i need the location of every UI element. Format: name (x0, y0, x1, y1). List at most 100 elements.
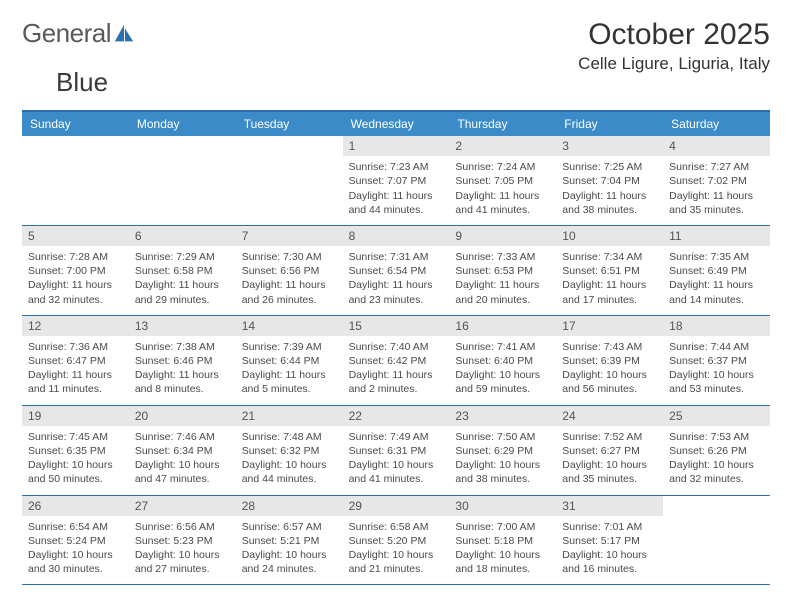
sunrise-line: Sunrise: 7:27 AM (669, 160, 764, 174)
day-header: Friday (556, 112, 663, 136)
day-cell: 26Sunrise: 6:54 AMSunset: 5:24 PMDayligh… (22, 496, 129, 585)
sunrise-line: Sunrise: 7:36 AM (28, 340, 123, 354)
daylight-line: Daylight: 11 hours and 17 minutes. (562, 278, 657, 306)
day-cell: 15Sunrise: 7:40 AMSunset: 6:42 PMDayligh… (343, 316, 450, 405)
week-row: 26Sunrise: 6:54 AMSunset: 5:24 PMDayligh… (22, 496, 770, 586)
sunrise-line: Sunrise: 6:58 AM (349, 520, 444, 534)
daylight-line: Daylight: 11 hours and 26 minutes. (242, 278, 337, 306)
daylight-line: Daylight: 10 hours and 50 minutes. (28, 458, 123, 486)
day-header: Saturday (663, 112, 770, 136)
sunset-line: Sunset: 6:53 PM (455, 264, 550, 278)
sunset-line: Sunset: 6:35 PM (28, 444, 123, 458)
sunset-line: Sunset: 6:39 PM (562, 354, 657, 368)
day-number: 14 (236, 316, 343, 336)
day-number: 12 (22, 316, 129, 336)
day-header: Monday (129, 112, 236, 136)
daylight-line: Daylight: 10 hours and 18 minutes. (455, 548, 550, 576)
daylight-line: Daylight: 11 hours and 35 minutes. (669, 189, 764, 217)
day-number: 2 (449, 136, 556, 156)
day-number: 1 (343, 136, 450, 156)
day-cell: 30Sunrise: 7:00 AMSunset: 5:18 PMDayligh… (449, 496, 556, 585)
sunrise-line: Sunrise: 7:40 AM (349, 340, 444, 354)
day-cell: 9Sunrise: 7:33 AMSunset: 6:53 PMDaylight… (449, 226, 556, 315)
day-cell: 25Sunrise: 7:53 AMSunset: 6:26 PMDayligh… (663, 406, 770, 495)
day-cell: 19Sunrise: 7:45 AMSunset: 6:35 PMDayligh… (22, 406, 129, 495)
daylight-line: Daylight: 11 hours and 11 minutes. (28, 368, 123, 396)
day-number: 13 (129, 316, 236, 336)
day-cell: 22Sunrise: 7:49 AMSunset: 6:31 PMDayligh… (343, 406, 450, 495)
sunset-line: Sunset: 7:02 PM (669, 174, 764, 188)
logo-text-b: Blue (56, 67, 770, 98)
daylight-line: Daylight: 10 hours and 35 minutes. (562, 458, 657, 486)
day-number: 10 (556, 226, 663, 246)
daylight-line: Daylight: 11 hours and 14 minutes. (669, 278, 764, 306)
day-cell: 12 Sunrise: 7:36 AMSunset: 6:47 PMDayligh… (22, 316, 129, 405)
sunrise-line: Sunrise: 7:50 AM (455, 430, 550, 444)
sunset-line: Sunset: 6:29 PM (455, 444, 550, 458)
week-row: 12Sunrise: 7:36 AMSunset: 6:47 PMDayligh… (22, 316, 770, 406)
day-number: 18 (663, 316, 770, 336)
day-header-row: Sunday Monday Tuesday Wednesday Thursday… (22, 112, 770, 136)
sunset-line: Sunset: 5:21 PM (242, 534, 337, 548)
day-cell: 16Sunrise: 7:41 AMSunset: 6:40 PMDayligh… (449, 316, 556, 405)
day-cell: 13Sunrise: 7:38 AMSunset: 6:46 PMDayligh… (129, 316, 236, 405)
day-number: 17 (556, 316, 663, 336)
day-number: 26 (22, 496, 129, 516)
day-number: 25 (663, 406, 770, 426)
sunset-line: Sunset: 6:42 PM (349, 354, 444, 368)
day-cell: 18Sunrise: 7:44 AMSunset: 6:37 PMDayligh… (663, 316, 770, 405)
day-number: 31 (556, 496, 663, 516)
day-number: 27 (129, 496, 236, 516)
day-header: Sunday (22, 112, 129, 136)
sunrise-line: Sunrise: 7:53 AM (669, 430, 764, 444)
sunset-line: Sunset: 5:17 PM (562, 534, 657, 548)
sunset-line: Sunset: 6:47 PM (28, 354, 123, 368)
sunset-line: Sunset: 6:54 PM (349, 264, 444, 278)
sunrise-line: Sunrise: 7:39 AM (242, 340, 337, 354)
daylight-line: Daylight: 11 hours and 5 minutes. (242, 368, 337, 396)
sunrise-line: Sunrise: 7:38 AM (135, 340, 230, 354)
sunrise-line: Sunrise: 7:28 AM (28, 250, 123, 264)
sunrise-line: Sunrise: 7:00 AM (455, 520, 550, 534)
sunrise-line: Sunrise: 7:29 AM (135, 250, 230, 264)
sunset-line: Sunset: 6:46 PM (135, 354, 230, 368)
day-cell: . (129, 136, 236, 225)
day-cell: 14 Sunrise: 7:39 AMSunset: 6:44 PMDayligh… (236, 316, 343, 405)
daylight-line: Daylight: 10 hours and 32 minutes. (669, 458, 764, 486)
sunrise-line: Sunrise: 7:30 AM (242, 250, 337, 264)
sunrise-line: Sunrise: 7:52 AM (562, 430, 657, 444)
sunrise-line: Sunrise: 7:45 AM (28, 430, 123, 444)
sunset-line: Sunset: 5:23 PM (135, 534, 230, 548)
daylight-line: Daylight: 11 hours and 38 minutes. (562, 189, 657, 217)
day-cell: 31Sunrise: 7:01 AMSunset: 5:17 PMDayligh… (556, 496, 663, 585)
sunrise-line: Sunrise: 6:57 AM (242, 520, 337, 534)
sunrise-line: Sunrise: 6:56 AM (135, 520, 230, 534)
daylight-line: Daylight: 11 hours and 32 minutes. (28, 278, 123, 306)
day-cell: 23Sunrise: 7:50 AMSunset: 6:29 PMDayligh… (449, 406, 556, 495)
day-cell: 20Sunrise: 7:46 AMSunset: 6:34 PMDayligh… (129, 406, 236, 495)
day-cell: . (236, 136, 343, 225)
day-number: 5 (22, 226, 129, 246)
sunrise-line: Sunrise: 7:31 AM (349, 250, 444, 264)
day-cell: 11Sunrise: 7:35 AMSunset: 6:49 PMDayligh… (663, 226, 770, 315)
sunset-line: Sunset: 6:44 PM (242, 354, 337, 368)
week-row: 19Sunrise: 7:45 AMSunset: 6:35 PMDayligh… (22, 406, 770, 496)
day-cell: 29Sunrise: 6:58 AMSunset: 5:20 PMDayligh… (343, 496, 450, 585)
calendar: Sunday Monday Tuesday Wednesday Thursday… (22, 110, 770, 585)
daylight-line: Daylight: 10 hours and 16 minutes. (562, 548, 657, 576)
daylight-line: Daylight: 11 hours and 44 minutes. (349, 189, 444, 217)
sunrise-line: Sunrise: 7:41 AM (455, 340, 550, 354)
sunset-line: Sunset: 6:31 PM (349, 444, 444, 458)
weeks-container: ...1Sunrise: 7:23 AMSunset: 7:07 PMDayli… (22, 136, 770, 585)
daylight-line: Daylight: 10 hours and 30 minutes. (28, 548, 123, 576)
day-cell: . (22, 136, 129, 225)
sunset-line: Sunset: 7:05 PM (455, 174, 550, 188)
sunrise-line: Sunrise: 7:44 AM (669, 340, 764, 354)
day-header: Wednesday (343, 112, 450, 136)
daylight-line: Daylight: 11 hours and 20 minutes. (455, 278, 550, 306)
sunset-line: Sunset: 6:40 PM (455, 354, 550, 368)
day-cell: 17Sunrise: 7:43 AMSunset: 6:39 PMDayligh… (556, 316, 663, 405)
sunrise-line: Sunrise: 7:43 AM (562, 340, 657, 354)
daylight-line: Daylight: 11 hours and 29 minutes. (135, 278, 230, 306)
daylight-line: Daylight: 10 hours and 53 minutes. (669, 368, 764, 396)
